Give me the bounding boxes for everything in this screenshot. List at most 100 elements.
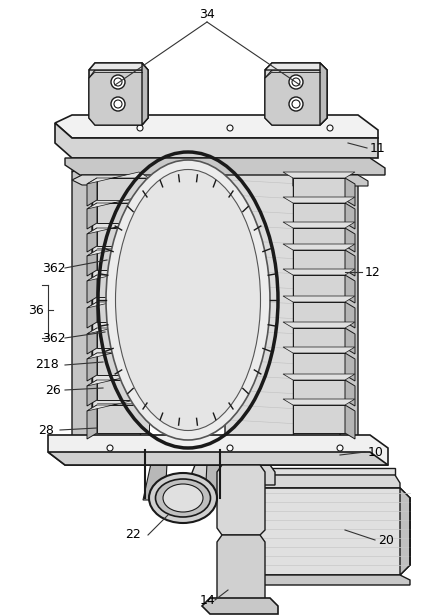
- Polygon shape: [97, 228, 149, 246]
- Text: 218: 218: [35, 359, 59, 371]
- Polygon shape: [87, 250, 97, 276]
- Polygon shape: [320, 63, 327, 125]
- Polygon shape: [142, 63, 148, 125]
- Polygon shape: [87, 347, 149, 359]
- Polygon shape: [242, 575, 410, 585]
- Polygon shape: [97, 203, 149, 223]
- Polygon shape: [283, 172, 355, 178]
- Text: 362: 362: [42, 331, 66, 344]
- Text: 14: 14: [200, 593, 216, 607]
- Polygon shape: [97, 353, 149, 375]
- Polygon shape: [283, 347, 355, 353]
- Polygon shape: [345, 203, 355, 229]
- Polygon shape: [293, 302, 345, 322]
- Polygon shape: [72, 155, 140, 172]
- Polygon shape: [87, 374, 149, 386]
- Polygon shape: [89, 70, 148, 125]
- Polygon shape: [283, 197, 355, 203]
- Polygon shape: [293, 178, 345, 200]
- Polygon shape: [283, 399, 355, 405]
- Polygon shape: [252, 475, 400, 488]
- Circle shape: [227, 125, 233, 131]
- Polygon shape: [345, 328, 355, 354]
- Polygon shape: [293, 405, 345, 433]
- Polygon shape: [345, 380, 355, 406]
- Ellipse shape: [115, 169, 260, 431]
- Polygon shape: [225, 140, 320, 460]
- Polygon shape: [283, 374, 355, 380]
- Polygon shape: [345, 405, 355, 439]
- Polygon shape: [87, 380, 97, 406]
- Text: 36: 36: [28, 304, 44, 317]
- Text: 10: 10: [368, 445, 384, 458]
- Polygon shape: [283, 296, 355, 302]
- Polygon shape: [55, 115, 378, 138]
- Polygon shape: [293, 250, 345, 270]
- Circle shape: [327, 125, 333, 131]
- Polygon shape: [92, 160, 140, 447]
- Polygon shape: [205, 445, 225, 500]
- Circle shape: [289, 75, 303, 89]
- Polygon shape: [97, 250, 149, 270]
- Polygon shape: [55, 123, 378, 158]
- Circle shape: [137, 125, 143, 131]
- Polygon shape: [293, 160, 340, 447]
- Text: 34: 34: [199, 7, 215, 20]
- Polygon shape: [248, 468, 395, 475]
- Polygon shape: [97, 405, 149, 433]
- Polygon shape: [65, 158, 385, 175]
- Text: 20: 20: [378, 533, 394, 546]
- Polygon shape: [293, 203, 345, 223]
- Polygon shape: [87, 203, 97, 229]
- Polygon shape: [87, 197, 149, 209]
- Polygon shape: [48, 452, 388, 465]
- Polygon shape: [87, 222, 149, 234]
- Polygon shape: [87, 399, 149, 411]
- Polygon shape: [400, 488, 410, 575]
- Polygon shape: [87, 172, 149, 184]
- Polygon shape: [345, 353, 355, 381]
- Polygon shape: [345, 302, 355, 328]
- Text: 28: 28: [38, 424, 54, 437]
- Circle shape: [227, 445, 233, 451]
- Polygon shape: [202, 598, 278, 614]
- Polygon shape: [190, 465, 275, 485]
- Text: 26: 26: [45, 384, 61, 397]
- Polygon shape: [87, 405, 97, 439]
- Polygon shape: [293, 228, 345, 246]
- Polygon shape: [217, 535, 265, 608]
- Polygon shape: [345, 178, 355, 206]
- Polygon shape: [87, 302, 97, 328]
- Polygon shape: [238, 488, 410, 575]
- Polygon shape: [97, 302, 149, 322]
- Text: 12: 12: [365, 265, 381, 278]
- Polygon shape: [89, 63, 148, 125]
- Polygon shape: [283, 244, 355, 250]
- Polygon shape: [48, 435, 388, 465]
- Polygon shape: [293, 275, 345, 297]
- Circle shape: [289, 97, 303, 111]
- Polygon shape: [87, 244, 149, 256]
- Circle shape: [111, 75, 125, 89]
- Ellipse shape: [156, 479, 210, 517]
- Polygon shape: [283, 222, 355, 228]
- Polygon shape: [340, 160, 358, 458]
- Polygon shape: [87, 322, 149, 334]
- Polygon shape: [72, 160, 92, 458]
- Text: 22: 22: [125, 529, 141, 541]
- Polygon shape: [217, 465, 265, 535]
- Text: 11: 11: [370, 142, 386, 155]
- Polygon shape: [293, 353, 345, 375]
- Circle shape: [111, 97, 125, 111]
- Polygon shape: [265, 63, 327, 125]
- Polygon shape: [265, 70, 327, 125]
- Polygon shape: [72, 175, 140, 185]
- Polygon shape: [97, 178, 149, 200]
- Circle shape: [107, 445, 113, 451]
- Polygon shape: [293, 175, 368, 186]
- Polygon shape: [87, 296, 149, 308]
- Ellipse shape: [149, 473, 217, 523]
- Polygon shape: [87, 228, 97, 252]
- Polygon shape: [293, 380, 345, 400]
- Polygon shape: [87, 328, 97, 354]
